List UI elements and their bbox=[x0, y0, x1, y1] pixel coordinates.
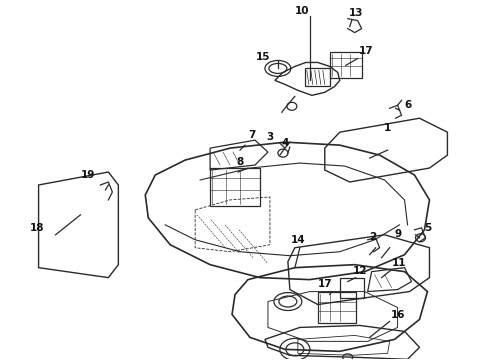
Bar bbox=[210, 168, 260, 206]
Bar bbox=[330, 53, 362, 78]
Text: 10: 10 bbox=[294, 6, 309, 15]
Bar bbox=[318, 292, 356, 323]
Text: 1: 1 bbox=[384, 123, 391, 133]
Text: 18: 18 bbox=[29, 223, 44, 233]
Text: 4: 4 bbox=[281, 138, 289, 148]
Text: 3: 3 bbox=[266, 132, 273, 142]
Text: 17: 17 bbox=[318, 279, 332, 289]
Text: 13: 13 bbox=[348, 8, 363, 18]
Bar bbox=[340, 278, 364, 298]
Text: 7: 7 bbox=[248, 130, 256, 140]
Text: 14: 14 bbox=[291, 235, 305, 245]
Text: 9: 9 bbox=[394, 229, 401, 239]
Text: 8: 8 bbox=[236, 157, 244, 167]
Text: 17: 17 bbox=[358, 45, 373, 55]
Text: 11: 11 bbox=[392, 258, 407, 268]
Text: 12: 12 bbox=[352, 266, 367, 276]
Text: 15: 15 bbox=[256, 53, 270, 63]
Bar bbox=[305, 68, 330, 86]
Text: 5: 5 bbox=[424, 223, 431, 233]
Text: 19: 19 bbox=[81, 170, 96, 180]
Text: 2: 2 bbox=[369, 232, 376, 242]
Text: 6: 6 bbox=[404, 100, 411, 110]
Text: 16: 16 bbox=[391, 310, 405, 320]
